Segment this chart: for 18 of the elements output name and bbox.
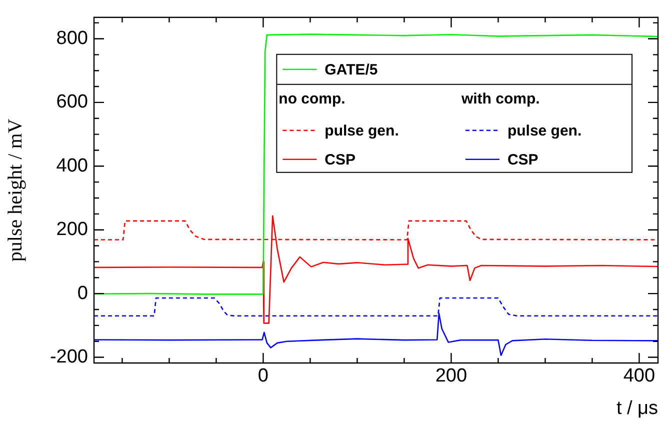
legend-label: CSP	[507, 152, 538, 169]
x-tick-label: 0	[258, 366, 268, 387]
legend-label: pulse gen.	[507, 122, 582, 140]
y-tick-label: -200	[50, 346, 88, 368]
legend-label: GATE/5	[324, 62, 378, 79]
y-tick-label: 400	[56, 155, 88, 176]
y-axis-title: pulse height / mV	[4, 118, 26, 262]
x-tick-label: 200	[435, 366, 468, 387]
legend-label: CSP	[324, 152, 356, 169]
annotation: no comp.	[278, 90, 346, 108]
annotation: with comp.	[460, 90, 540, 108]
y-tick-label: 0	[77, 282, 88, 304]
y-tick-label: 600	[56, 92, 88, 113]
x-tick-label: 400	[623, 366, 656, 387]
x-axis-title: t / μs	[616, 398, 658, 419]
y-tick-label: 800	[56, 28, 88, 49]
legend-label: pulse gen.	[324, 122, 399, 140]
y-tick-label: 200	[56, 219, 88, 240]
